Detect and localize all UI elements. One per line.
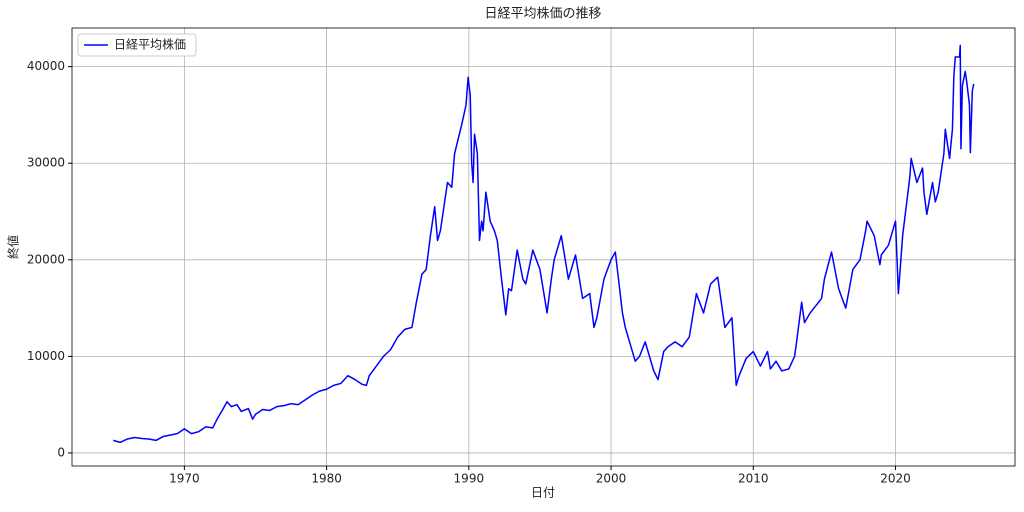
- legend-label: 日経平均株価: [114, 37, 186, 52]
- y-axis-label: 終値: [6, 235, 21, 259]
- x-tick-label: 2000: [596, 472, 627, 486]
- legend-box: [77, 33, 197, 57]
- x-tick-label: 2010: [738, 472, 769, 486]
- x-tick-label: 2020: [880, 472, 911, 486]
- y-tick-label: 0: [57, 445, 65, 459]
- chart-title: 日経平均株価の推移: [484, 7, 601, 22]
- x-axis-label: 日付: [531, 486, 555, 500]
- x-tick-label: 1970: [169, 472, 200, 486]
- y-tick-label: 10000: [27, 349, 65, 363]
- y-tick-label: 20000: [27, 252, 65, 266]
- y-tick-label: 40000: [27, 59, 65, 73]
- y-tick-label: 30000: [27, 156, 65, 170]
- x-tick-label: 1980: [311, 472, 342, 486]
- data-line: [113, 44, 975, 444]
- x-tick-label: 1990: [454, 472, 485, 486]
- plot-frame: [71, 27, 1016, 467]
